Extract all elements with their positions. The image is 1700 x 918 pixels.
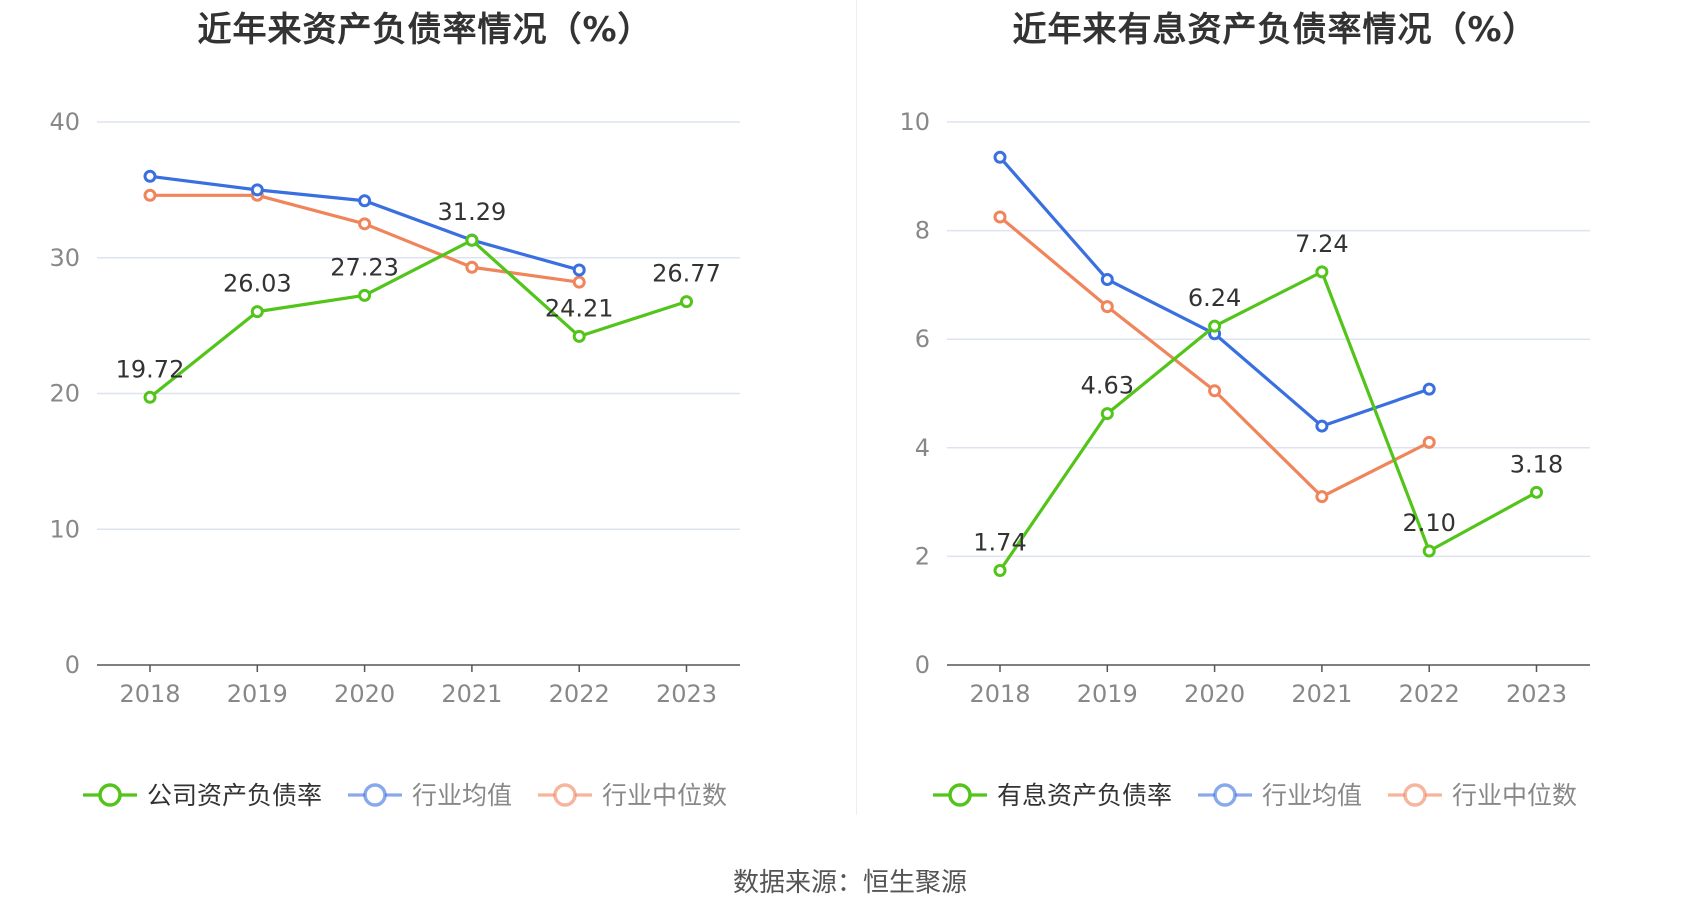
- data-point: [1100, 407, 1114, 421]
- data-label: 31.29: [438, 198, 507, 226]
- data-label: 3.18: [1510, 450, 1563, 478]
- data-point: [250, 305, 264, 319]
- data-point: [358, 194, 372, 208]
- legend-swatch-marker: [1213, 783, 1237, 807]
- x-tick-label: 2021: [441, 680, 502, 708]
- legend-item: 行业中位数: [1388, 781, 1577, 810]
- x-tick-label: 2018: [119, 680, 180, 708]
- data-point: [143, 390, 157, 404]
- data-point: [465, 260, 479, 274]
- legend-swatch-marker: [1403, 783, 1427, 807]
- data-source-footer: 数据来源：恒生聚源: [732, 868, 967, 898]
- legend-item: 行业均值: [348, 781, 512, 810]
- data-label: 26.03: [223, 270, 292, 298]
- data-point: [680, 295, 693, 309]
- legend-item: 行业中位数: [538, 781, 727, 810]
- data-point: [1315, 419, 1329, 433]
- data-point: [572, 275, 586, 289]
- x-tick-label: 2023: [1506, 680, 1567, 708]
- y-tick-label: 4: [915, 434, 930, 462]
- panel-divider: [856, 0, 857, 815]
- data-label: 6.24: [1188, 284, 1241, 312]
- x-tick-label: 2019: [227, 680, 288, 708]
- legend-label: 行业均值: [412, 781, 512, 810]
- y-tick-label: 20: [49, 380, 80, 408]
- y-tick-label: 10: [49, 515, 80, 543]
- legend-swatch-marker: [98, 783, 122, 807]
- data-point: [1100, 272, 1114, 286]
- x-tick-label: 2021: [1291, 680, 1352, 708]
- legend-swatch-marker: [948, 783, 972, 807]
- data-label: 24.21: [545, 294, 614, 322]
- y-tick-label: 6: [915, 325, 930, 353]
- y-tick-label: 2: [915, 542, 930, 570]
- data-point: [1208, 319, 1222, 333]
- data-point: [143, 188, 157, 202]
- data-point: [358, 217, 372, 231]
- x-tick-label: 2022: [1399, 680, 1460, 708]
- legend-label: 公司资产负债率: [147, 781, 322, 810]
- legend-item: 行业均值: [1198, 781, 1362, 810]
- x-tick-label: 2018: [969, 680, 1030, 708]
- x-tick-label: 2023: [656, 680, 717, 708]
- data-point: [1530, 485, 1543, 499]
- data-point: [1422, 382, 1436, 396]
- series-line: [998, 270, 1538, 572]
- data-point: [143, 169, 157, 183]
- chart-title: 近年来有息资产负债率情况（%）: [1012, 10, 1538, 50]
- y-tick-label: 30: [49, 244, 80, 272]
- legend-label: 行业均值: [1262, 781, 1362, 810]
- legend-label: 有息资产负债率: [997, 781, 1172, 810]
- data-label: 19.72: [116, 355, 185, 383]
- x-tick-label: 2020: [1184, 680, 1245, 708]
- data-point: [572, 263, 586, 277]
- data-point: [993, 210, 1007, 224]
- y-tick-label: 10: [899, 108, 930, 136]
- legend-item: 有息资产负债率: [933, 781, 1172, 810]
- data-point: [1315, 265, 1329, 279]
- data-point: [250, 183, 264, 197]
- y-tick-label: 40: [49, 108, 80, 136]
- x-tick-label: 2020: [334, 680, 395, 708]
- data-point: [465, 233, 479, 247]
- data-label: 27.23: [330, 253, 399, 281]
- data-label: 1.74: [973, 529, 1026, 557]
- data-point: [358, 288, 372, 302]
- legend-item: 公司资产负债率: [83, 781, 322, 810]
- data-point: [1422, 435, 1436, 449]
- left-chart-panel: 近年来资产负债率情况（%） 0 10 20 30 40 2018 2019 2020 2021 2…: [0, 0, 850, 820]
- y-tick-label: 0: [65, 651, 80, 679]
- x-tick-label: 2022: [549, 680, 610, 708]
- chart-title: 近年来资产负债率情况（%）: [197, 10, 653, 50]
- legend-label: 行业中位数: [1452, 781, 1577, 810]
- data-point: [1208, 384, 1222, 398]
- data-point: [1315, 490, 1329, 504]
- right-chart-panel: 近年来有息资产负债率情况（%） 0 2 4 6 8 10 2018 2019 2020 2021 2…: [850, 0, 1700, 820]
- data-label: 2.10: [1402, 509, 1455, 537]
- data-point: [572, 329, 586, 343]
- data-point: [1422, 544, 1436, 558]
- series-line: [998, 215, 1430, 499]
- y-tick-label: 8: [915, 217, 930, 245]
- data-label: 26.77: [652, 260, 721, 288]
- debt-ratio-line-chart: 0 10 20 30 40 2018 2019 2020 2021 2022 2023 19.72 26…: [49, 108, 740, 810]
- legend-label: 行业中位数: [602, 781, 727, 810]
- y-tick-label: 0: [915, 651, 930, 679]
- x-tick-label: 2019: [1077, 680, 1138, 708]
- data-point: [993, 564, 1007, 578]
- data-point: [993, 150, 1007, 164]
- data-label: 7.24: [1295, 230, 1348, 258]
- data-label: 4.63: [1081, 372, 1134, 400]
- interest-bearing-debt-ratio-line-chart: 0 2 4 6 8 10 2018 2019 2020 2021 2022 2023 1.74 4.63 6…: [899, 108, 1590, 810]
- legend-swatch-marker: [363, 783, 387, 807]
- data-point: [1100, 300, 1114, 314]
- legend-swatch-marker: [553, 783, 577, 807]
- series-line: [149, 238, 687, 399]
